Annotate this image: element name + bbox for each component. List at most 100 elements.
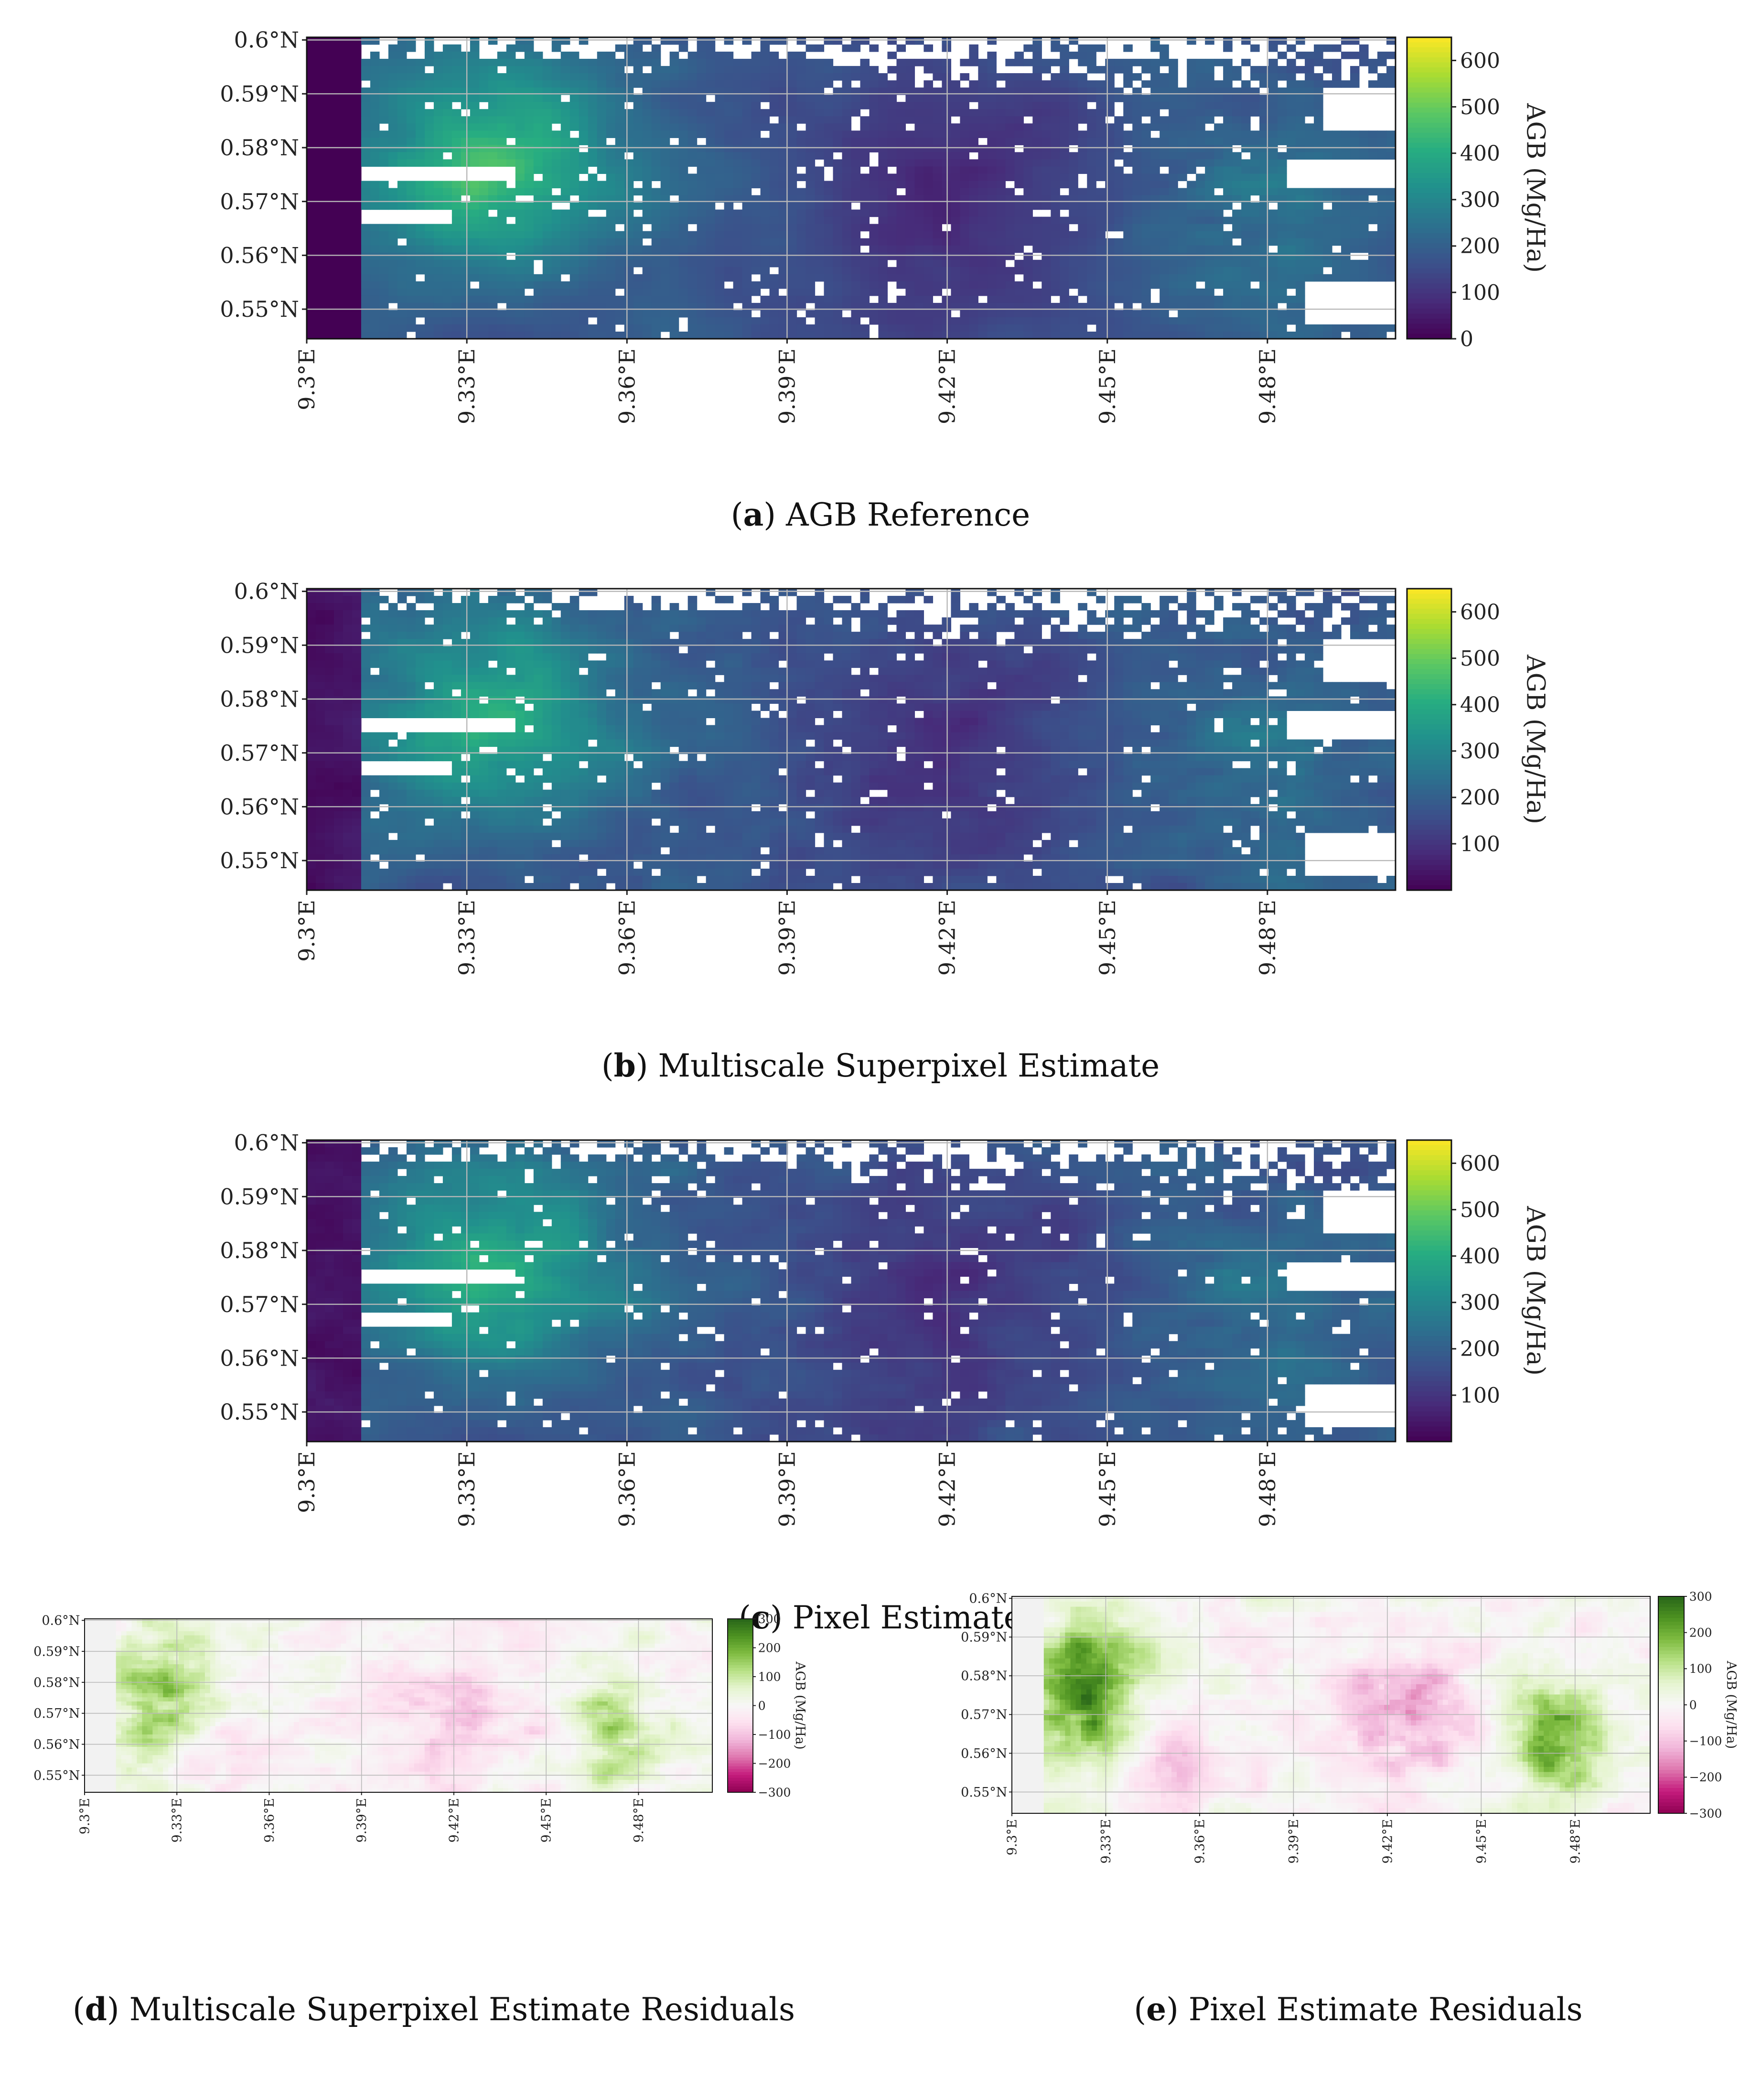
colorbar-tick-label: 0 xyxy=(758,1699,766,1712)
panel-a: 9.3°E 9.33°E 9.36°E 9.39°E 9.42°E 9.45°E 9.48°… xyxy=(220,27,1549,533)
y-tick-label: 0.59°N xyxy=(220,1184,299,1209)
y-tick-label: 0.57°N xyxy=(220,740,299,766)
y-tick-label: 0.58°N xyxy=(220,135,299,161)
x-tick-label: 9.45°E xyxy=(1095,900,1120,976)
x-tick-label: 9.39°E xyxy=(774,900,800,976)
panel-e-caption: (e) Pixel Estimate Residuals xyxy=(1134,1991,1582,2028)
y-tick-label: 0.59°N xyxy=(220,81,299,107)
colorbar-tick-label: −200 xyxy=(758,1756,791,1770)
x-tick-label: 9.48°E xyxy=(632,1798,646,1842)
x-tick-label: 9.48°E xyxy=(1255,900,1280,976)
colorbar-tick-label: 0 xyxy=(1689,1698,1697,1712)
panel-b-caption: (b) Multiscale Superpixel Estimate xyxy=(601,1047,1160,1084)
x-tick-label: 9.45°E xyxy=(1095,1451,1120,1527)
x-tick-label: 9.45°E xyxy=(1095,348,1120,424)
y-tick-label: 0.59°N xyxy=(33,1645,80,1659)
y-tick-label: 0.55°N xyxy=(220,848,299,873)
colorbar-tick-label: 200 xyxy=(1460,1337,1500,1361)
y-tick-label: 0.6°N xyxy=(234,579,299,604)
panel-d-caption: (d) Multiscale Superpixel Estimate Resid… xyxy=(73,1991,795,2028)
y-tick-label: 0.55°N xyxy=(220,296,299,322)
x-tick-label: 9.33°E xyxy=(454,348,480,424)
y-tick-label: 0.55°N xyxy=(33,1768,80,1783)
panel-b: 9.3°E 9.33°E 9.36°E 9.39°E 9.42°E 9.45°E 9.48°… xyxy=(220,579,1549,1084)
panel-c: 9.3°E 9.33°E 9.36°E 9.39°E 9.42°E 9.45°E 9.48°… xyxy=(220,1130,1549,1636)
y-tick-label: 0.57°N xyxy=(33,1706,80,1721)
y-tick-label: 0.58°N xyxy=(961,1669,1007,1684)
panel-a-raster xyxy=(307,37,1396,339)
colorbar-tick-label: 300 xyxy=(1460,1291,1500,1315)
x-tick-label: 9.3°E xyxy=(1005,1819,1020,1855)
colorbar-tick-label: −300 xyxy=(758,1786,791,1799)
colorbar-tick-label: 200 xyxy=(1689,1626,1712,1639)
colorbar-tick-label: 200 xyxy=(758,1641,781,1655)
colorbar-label: AGB (Mg/Ha) xyxy=(1521,654,1549,824)
colorbar-tick-label: −300 xyxy=(1689,1807,1722,1820)
x-tick-label: 9.45°E xyxy=(539,1798,554,1842)
colorbar-tick-label: 600 xyxy=(1460,600,1500,625)
colorbar-tick-label: 0 xyxy=(1460,327,1473,351)
colorbar-tick-label: 100 xyxy=(758,1670,781,1684)
x-tick-label: 9.36°E xyxy=(614,1451,640,1527)
x-tick-label: 9.45°E xyxy=(1474,1819,1489,1863)
colorbar-tick-label: 500 xyxy=(1460,1198,1500,1222)
y-tick-label: 0.6°N xyxy=(234,1130,299,1156)
y-tick-label: 0.55°N xyxy=(220,1399,299,1425)
colorbar-label: AGB (Mg/Ha) xyxy=(1521,1206,1549,1376)
panel-d-colorbar: 300 200 100 0 −100 −200 −300 AGB (Mg/Ha) xyxy=(728,1612,807,1799)
y-tick-label: 0.6°N xyxy=(42,1614,80,1628)
y-tick-label: 0.58°N xyxy=(33,1675,80,1690)
x-tick-label: 9.36°E xyxy=(614,348,640,424)
colorbar-tick-label: −100 xyxy=(758,1728,791,1742)
colorbar-tick-label: 600 xyxy=(1460,49,1500,73)
panel-b-colorbar: 600 500 400 300 200 100 AGB (Mg/Ha) xyxy=(1407,589,1549,891)
x-tick-label: 9.48°E xyxy=(1255,348,1280,424)
y-tick-label: 0.59°N xyxy=(961,1630,1007,1645)
colorbar-tick-label: 100 xyxy=(1460,1383,1500,1408)
panel-e-raster xyxy=(1012,1596,1651,1814)
colorbar-tick-label: 100 xyxy=(1689,1662,1712,1676)
x-tick-label: 9.48°E xyxy=(1568,1819,1583,1863)
y-tick-label: 0.56°N xyxy=(220,794,299,819)
x-tick-label: 9.42°E xyxy=(934,900,960,976)
y-tick-label: 0.55°N xyxy=(961,1785,1007,1800)
y-tick-label: 0.57°N xyxy=(220,1292,299,1317)
colorbar-tick-label: 300 xyxy=(758,1612,781,1626)
colorbar-tick-label: 300 xyxy=(1460,739,1500,764)
x-tick-label: 9.3°E xyxy=(77,1798,92,1834)
colorbar-tick-label: 400 xyxy=(1460,693,1500,717)
colorbar-tick-label: −100 xyxy=(1689,1734,1722,1748)
colorbar-label: AGB (Mg/Ha) xyxy=(793,1661,807,1749)
y-tick-label: 0.58°N xyxy=(220,1238,299,1263)
colorbar-label: AGB (Mg/Ha) xyxy=(1521,103,1549,273)
x-tick-label: 9.3°E xyxy=(294,1451,320,1513)
colorbar-tick-label: 500 xyxy=(1460,646,1500,671)
x-tick-label: 9.33°E xyxy=(454,900,480,976)
y-tick-label: 0.56°N xyxy=(33,1737,80,1752)
panel-c-raster xyxy=(307,1140,1396,1442)
y-tick-label: 0.56°N xyxy=(220,242,299,268)
colorbar-tick-label: 300 xyxy=(1460,188,1500,212)
panel-d: 9.3°E 9.33°E 9.36°E 9.39°E 9.42°E 9.45°E 9.48°… xyxy=(33,1612,807,2028)
colorbar-tick-label: 400 xyxy=(1460,141,1500,166)
y-tick-label: 0.56°N xyxy=(961,1746,1007,1761)
panel-e: 9.3°E 9.33°E 9.36°E 9.39°E 9.42°E 9.45°E 9.48°… xyxy=(961,1590,1739,2028)
colorbar-tick-label: 400 xyxy=(1460,1244,1500,1269)
x-tick-label: 9.42°E xyxy=(1380,1819,1395,1863)
x-tick-label: 9.33°E xyxy=(1099,1819,1114,1863)
colorbar-tick-label: 300 xyxy=(1689,1590,1712,1604)
y-tick-label: 0.58°N xyxy=(220,686,299,712)
x-tick-label: 9.42°E xyxy=(447,1798,462,1842)
colorbar-label: AGB (Mg/Ha) xyxy=(1724,1660,1739,1749)
colorbar-tick-label: 100 xyxy=(1460,832,1500,856)
y-tick-label: 0.57°N xyxy=(961,1708,1007,1723)
x-tick-label: 9.3°E xyxy=(294,900,320,962)
panel-b-raster xyxy=(307,589,1396,891)
colorbar-tick-label: 200 xyxy=(1460,786,1500,810)
x-tick-label: 9.36°E xyxy=(614,900,640,976)
x-tick-label: 9.3°E xyxy=(294,348,320,410)
x-tick-label: 9.33°E xyxy=(170,1798,185,1842)
